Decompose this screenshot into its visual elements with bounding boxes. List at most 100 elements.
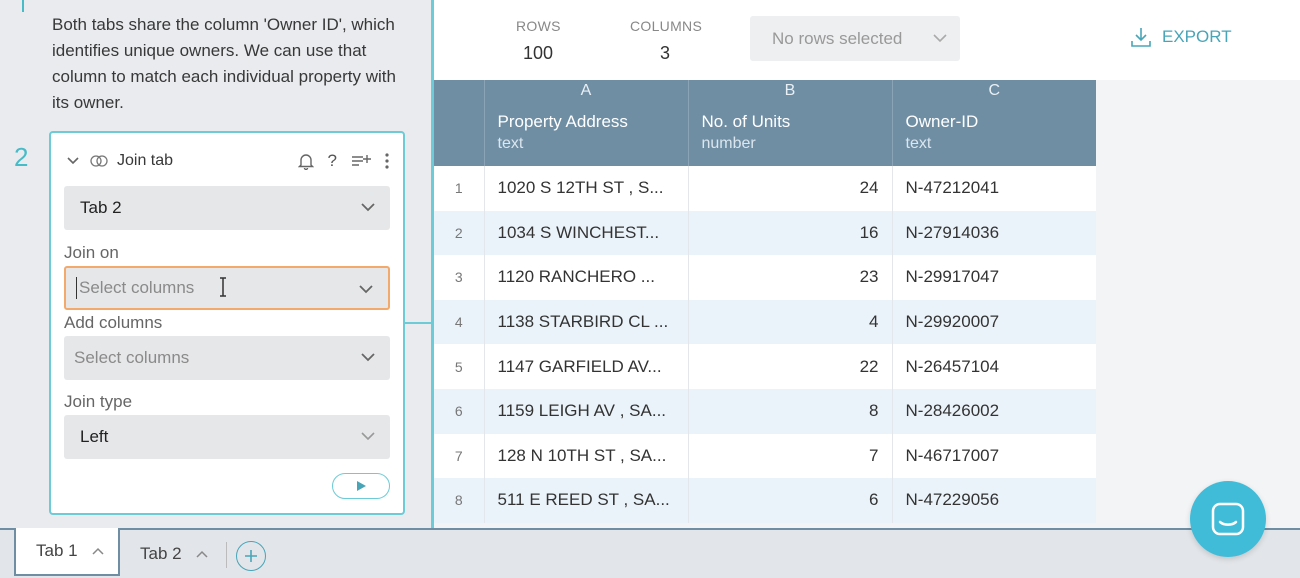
rows-stat: ROWS 100 xyxy=(516,18,560,64)
table-cell[interactable]: 1147 GARFIELD AV... xyxy=(483,344,688,389)
table-cell[interactable]: 24 xyxy=(687,166,892,211)
chevron-down-icon[interactable] xyxy=(65,157,81,165)
play-icon xyxy=(357,481,366,491)
column-letter[interactable]: C xyxy=(891,80,1096,102)
column-letter[interactable]: B xyxy=(687,80,892,102)
table-cell[interactable]: 1159 LEIGH AV , SA... xyxy=(483,388,688,434)
join-type-label: Join type xyxy=(64,392,133,411)
join-tab-step-card: Join tab ? Tab 2 Join on Select columns xyxy=(49,131,405,515)
i-beam-cursor-icon xyxy=(220,277,226,297)
table-cell[interactable]: N-47229056 xyxy=(891,478,1096,523)
plus-icon xyxy=(245,550,257,562)
corner-cell xyxy=(434,80,484,102)
table-cell[interactable]: N-29917047 xyxy=(891,255,1096,300)
table-row[interactable]: 1 1020 S 12TH ST , S... 24 N-47212041 xyxy=(434,166,1096,211)
chevron-up-icon[interactable] xyxy=(92,547,104,555)
row-index[interactable]: 1 xyxy=(434,166,484,211)
table-cell[interactable]: 8 xyxy=(687,388,892,434)
table-row[interactable]: 2 1034 S WINCHEST... 16 N-27914036 xyxy=(434,210,1096,256)
row-index[interactable]: 3 xyxy=(434,255,484,300)
tab-select[interactable]: Tab 2 xyxy=(64,186,390,230)
sheet-tab-label: Tab 2 xyxy=(140,544,182,563)
row-index[interactable]: 4 xyxy=(434,299,484,345)
chevron-up-icon[interactable] xyxy=(196,550,208,558)
run-button[interactable] xyxy=(332,473,390,499)
join-type-value: Left xyxy=(80,427,109,446)
join-icon xyxy=(89,155,109,167)
columns-label: COLUMNS xyxy=(630,18,703,34)
row-index[interactable]: 8 xyxy=(434,478,484,523)
sheet-tab-label: Tab 1 xyxy=(36,541,78,560)
chevron-down-icon xyxy=(933,34,947,43)
step-card-header: Join tab ? xyxy=(65,149,389,173)
table-cell[interactable]: 1020 S 12TH ST , S... xyxy=(483,166,688,211)
corner-cell xyxy=(434,102,484,166)
sheet-tab-1[interactable]: Tab 1 xyxy=(14,528,120,576)
row-index[interactable]: 6 xyxy=(434,388,484,434)
table-cell[interactable]: 1120 RANCHERO ... xyxy=(483,255,688,300)
rows-selected-text: No rows selected xyxy=(772,28,903,48)
table-row[interactable]: 3 1120 RANCHERO ... 23 N-29917047 xyxy=(434,255,1096,300)
table-cell[interactable]: N-27914036 xyxy=(891,210,1096,256)
columns-value: 3 xyxy=(659,43,670,63)
text-cursor xyxy=(76,277,77,299)
table-cell[interactable]: N-28426002 xyxy=(891,388,1096,434)
table-cell[interactable]: 128 N 10TH ST , SA... xyxy=(483,433,688,479)
sheet-tab-2[interactable]: Tab 2 xyxy=(120,530,208,578)
table-cell[interactable]: 7 xyxy=(687,433,892,479)
add-columns-select[interactable]: Select columns xyxy=(64,336,390,380)
sheet-tab-bar: Tab 1 Tab 2 xyxy=(0,528,1300,578)
table-toolbar: ROWS 100 COLUMNS 3 No rows selected EXPO… xyxy=(434,0,1300,80)
table-row[interactable]: 5 1147 GARFIELD AV... 22 N-26457104 xyxy=(434,344,1096,389)
table-cell[interactable]: 22 xyxy=(687,344,892,389)
table-row[interactable]: 8 511 E REED ST , SA... 6 N-47229056 xyxy=(434,478,1096,523)
export-button[interactable]: EXPORT xyxy=(1130,26,1232,48)
rows-label: ROWS xyxy=(516,18,561,34)
row-index[interactable]: 7 xyxy=(434,433,484,479)
tab-separator xyxy=(226,542,227,568)
column-header[interactable]: Property Address text xyxy=(483,102,688,166)
join-on-select[interactable]: Select columns xyxy=(64,266,390,310)
step-connector-line xyxy=(22,0,24,12)
add-tab-button[interactable] xyxy=(236,541,266,571)
table-cell[interactable]: N-26457104 xyxy=(891,344,1096,389)
table-cell[interactable]: 1034 S WINCHEST... xyxy=(483,210,688,256)
bell-icon[interactable] xyxy=(297,152,314,170)
chat-launcher-button[interactable] xyxy=(1190,481,1266,557)
column-header[interactable]: No. of Units number xyxy=(687,102,892,166)
table-cell[interactable]: 23 xyxy=(687,255,892,300)
row-index[interactable]: 2 xyxy=(434,210,484,256)
column-type: number xyxy=(701,135,756,152)
more-icon[interactable] xyxy=(385,153,389,169)
table-cell[interactable]: 511 E REED ST , SA... xyxy=(483,478,688,523)
join-on-placeholder: Select columns xyxy=(79,278,195,297)
table-cell[interactable]: 1138 STARBIRD CL ... xyxy=(483,299,688,345)
column-type: text xyxy=(905,135,932,152)
add-note-icon[interactable] xyxy=(351,154,371,168)
data-grid: A B C Property Address text No. of Units n… xyxy=(434,80,1300,528)
rows-selected-dropdown[interactable]: No rows selected xyxy=(750,16,960,61)
table-cell[interactable]: 6 xyxy=(687,478,892,523)
panel-divider[interactable] xyxy=(431,0,434,528)
column-type: text xyxy=(497,135,524,152)
step-description: Both tabs share the column 'Owner ID', w… xyxy=(52,15,396,112)
column-letter[interactable]: A xyxy=(483,80,688,102)
data-table: A B C Property Address text No. of Units n… xyxy=(434,80,1096,523)
column-name: Owner-ID xyxy=(905,112,979,131)
join-type-select[interactable]: Left xyxy=(64,415,390,459)
join-on-label: Join on xyxy=(64,243,119,262)
table-cell[interactable]: 4 xyxy=(687,299,892,345)
table-row[interactable]: 7 128 N 10TH ST , SA... 7 N-46717007 xyxy=(434,433,1096,479)
table-cell[interactable]: 16 xyxy=(687,210,892,256)
table-row[interactable]: 6 1159 LEIGH AV , SA... 8 N-28426002 xyxy=(434,388,1096,434)
table-cell[interactable]: N-46717007 xyxy=(891,433,1096,479)
column-header[interactable]: Owner-ID text xyxy=(891,102,1096,166)
chevron-down-icon xyxy=(361,432,375,441)
table-cell[interactable]: N-29920007 xyxy=(891,299,1096,345)
help-icon[interactable]: ? xyxy=(327,151,337,170)
table-row[interactable]: 4 1138 STARBIRD CL ... 4 N-29920007 xyxy=(434,299,1096,345)
table-cell[interactable]: N-47212041 xyxy=(891,166,1096,211)
row-index[interactable]: 5 xyxy=(434,344,484,389)
chevron-down-icon xyxy=(361,203,375,212)
rows-value: 100 xyxy=(522,43,554,63)
